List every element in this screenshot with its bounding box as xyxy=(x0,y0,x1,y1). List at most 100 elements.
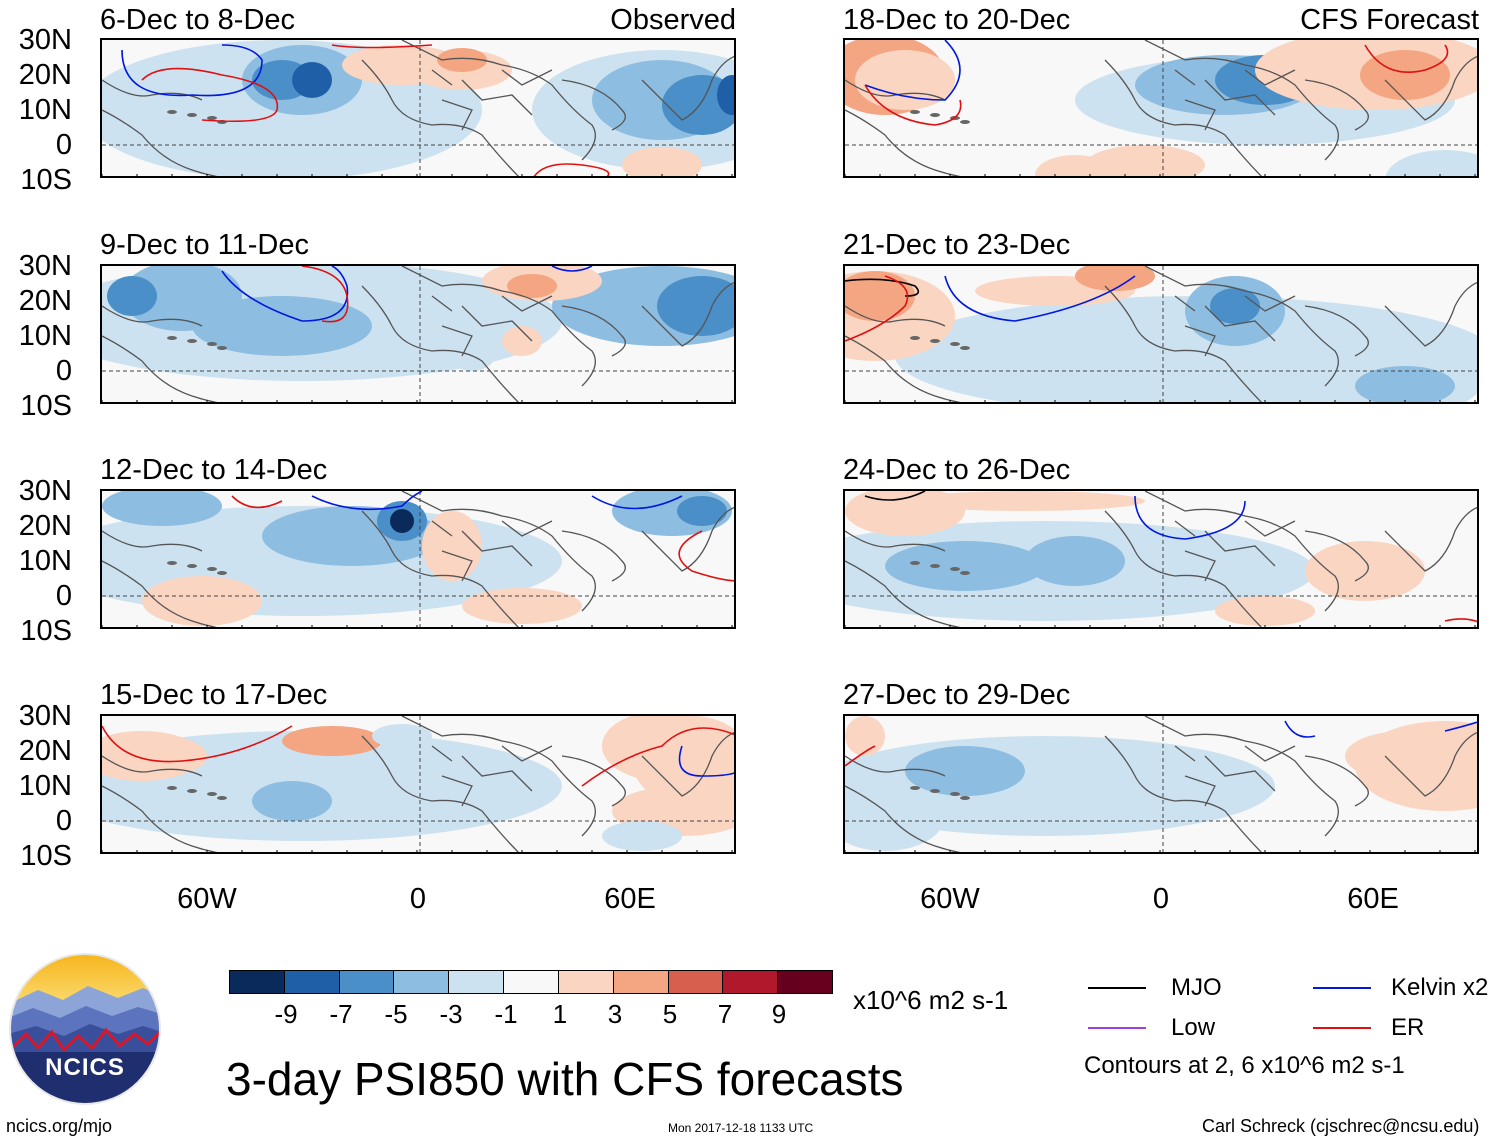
coastline xyxy=(845,335,961,402)
legend-line-mjo xyxy=(1088,987,1146,989)
anomaly-region xyxy=(717,75,734,115)
lon-label: 60E xyxy=(604,883,656,915)
colorbar-swatch xyxy=(449,971,505,993)
coastline xyxy=(845,755,946,777)
wave-contour xyxy=(311,491,423,511)
anomaly-region xyxy=(390,509,414,533)
coastline xyxy=(641,55,734,121)
wave-contour xyxy=(678,745,734,777)
legend-label-er: ER xyxy=(1391,1014,1425,1041)
anomaly-region xyxy=(1385,150,1477,176)
colorbar-swatch xyxy=(778,971,832,993)
colorbar-tick-label: 5 xyxy=(662,999,678,1029)
coastline xyxy=(1144,40,1339,161)
coastline xyxy=(641,506,734,572)
anomaly-region xyxy=(845,271,915,321)
map-canvas xyxy=(845,266,1477,402)
colorbar-units: x10^6 m2 s-1 xyxy=(853,985,1009,1015)
anomaly-region xyxy=(1215,596,1315,626)
coastline xyxy=(431,69,553,131)
lat-label: 0 xyxy=(55,580,72,612)
coastline xyxy=(641,281,734,347)
anomaly-region xyxy=(905,491,1145,511)
panel-title: 27-Dec to 29-Dec xyxy=(843,679,1071,711)
coastline xyxy=(431,520,553,582)
island xyxy=(207,792,217,796)
island xyxy=(910,336,920,340)
colorbar-tick-label: -7 xyxy=(329,999,353,1029)
coastline xyxy=(1104,735,1262,852)
map-panel xyxy=(100,264,736,404)
wave-contour xyxy=(141,67,279,122)
wave-contour xyxy=(551,266,593,272)
colorbar-tick-label: -9 xyxy=(274,999,298,1029)
wave-contour xyxy=(301,266,349,323)
lon-label: 0 xyxy=(409,883,427,915)
coastline xyxy=(1304,530,1369,582)
coastline xyxy=(102,109,218,176)
chart-title: 3-day PSI850 with CFS forecasts xyxy=(226,1053,904,1105)
coastline xyxy=(361,59,519,176)
footer-url: ncics.org/mjo xyxy=(6,1116,113,1136)
anomaly-region xyxy=(1135,571,1255,611)
panel-title: 12-Dec to 14-Dec xyxy=(100,454,328,486)
lat-label: 30N xyxy=(18,250,72,282)
lat-label: 20N xyxy=(18,59,72,91)
coastline xyxy=(361,735,519,852)
panel-title: 18-Dec to 20-Dec xyxy=(843,4,1071,36)
lat-label: 10N xyxy=(18,770,72,802)
coastline xyxy=(561,530,626,582)
coastline xyxy=(361,510,519,627)
coastline xyxy=(1384,731,1477,797)
island xyxy=(950,567,960,571)
island xyxy=(960,346,970,350)
coastline xyxy=(401,266,596,387)
coastline xyxy=(641,731,734,797)
island xyxy=(187,789,197,793)
anomaly-region xyxy=(372,724,432,748)
lat-label: 10S xyxy=(20,390,72,422)
map-canvas xyxy=(845,716,1477,852)
lon-label: 60W xyxy=(920,883,980,915)
anomaly-region xyxy=(1210,288,1260,324)
island xyxy=(950,792,960,796)
coastline xyxy=(845,530,946,552)
map-panel xyxy=(843,264,1479,404)
wave-contour xyxy=(864,40,961,101)
island xyxy=(207,116,217,120)
island xyxy=(930,339,940,343)
coastline xyxy=(102,530,203,552)
coastline xyxy=(102,560,218,627)
footer-author: Carl Schreck (cjschrec@ncsu.edu) xyxy=(1202,1116,1480,1136)
map-panel xyxy=(843,489,1479,629)
lon-label: 60W xyxy=(177,883,237,915)
logo-text: NCICS xyxy=(45,1054,125,1081)
lon-label: 0 xyxy=(1152,883,1170,915)
colorbar-tick-label: 7 xyxy=(717,999,733,1029)
lat-label: 20N xyxy=(18,735,72,767)
anomaly-region xyxy=(292,62,332,98)
map-canvas xyxy=(845,491,1477,627)
footer-timestamp: Mon 2017-12-18 1133 UTC xyxy=(668,1121,814,1135)
panel-title: 24-Dec to 26-Dec xyxy=(843,454,1071,486)
lat-label: 10S xyxy=(20,840,72,872)
coastline xyxy=(1104,59,1262,176)
island xyxy=(207,342,217,346)
lat-label: 0 xyxy=(55,805,72,837)
island xyxy=(167,786,177,790)
wave-contour xyxy=(331,44,433,49)
anomaly-region xyxy=(845,716,885,756)
island xyxy=(217,796,227,800)
wave-contour xyxy=(121,44,263,97)
map-panel xyxy=(843,38,1479,178)
map-canvas xyxy=(102,716,734,852)
coastline xyxy=(1174,295,1296,357)
island xyxy=(960,796,970,800)
colorbar-tick-label: -5 xyxy=(384,999,408,1029)
colorbar-swatch xyxy=(558,971,614,993)
coastline xyxy=(845,79,946,101)
island xyxy=(960,120,970,124)
coastline xyxy=(431,745,553,807)
coastline xyxy=(102,335,218,402)
coastline xyxy=(361,285,519,402)
